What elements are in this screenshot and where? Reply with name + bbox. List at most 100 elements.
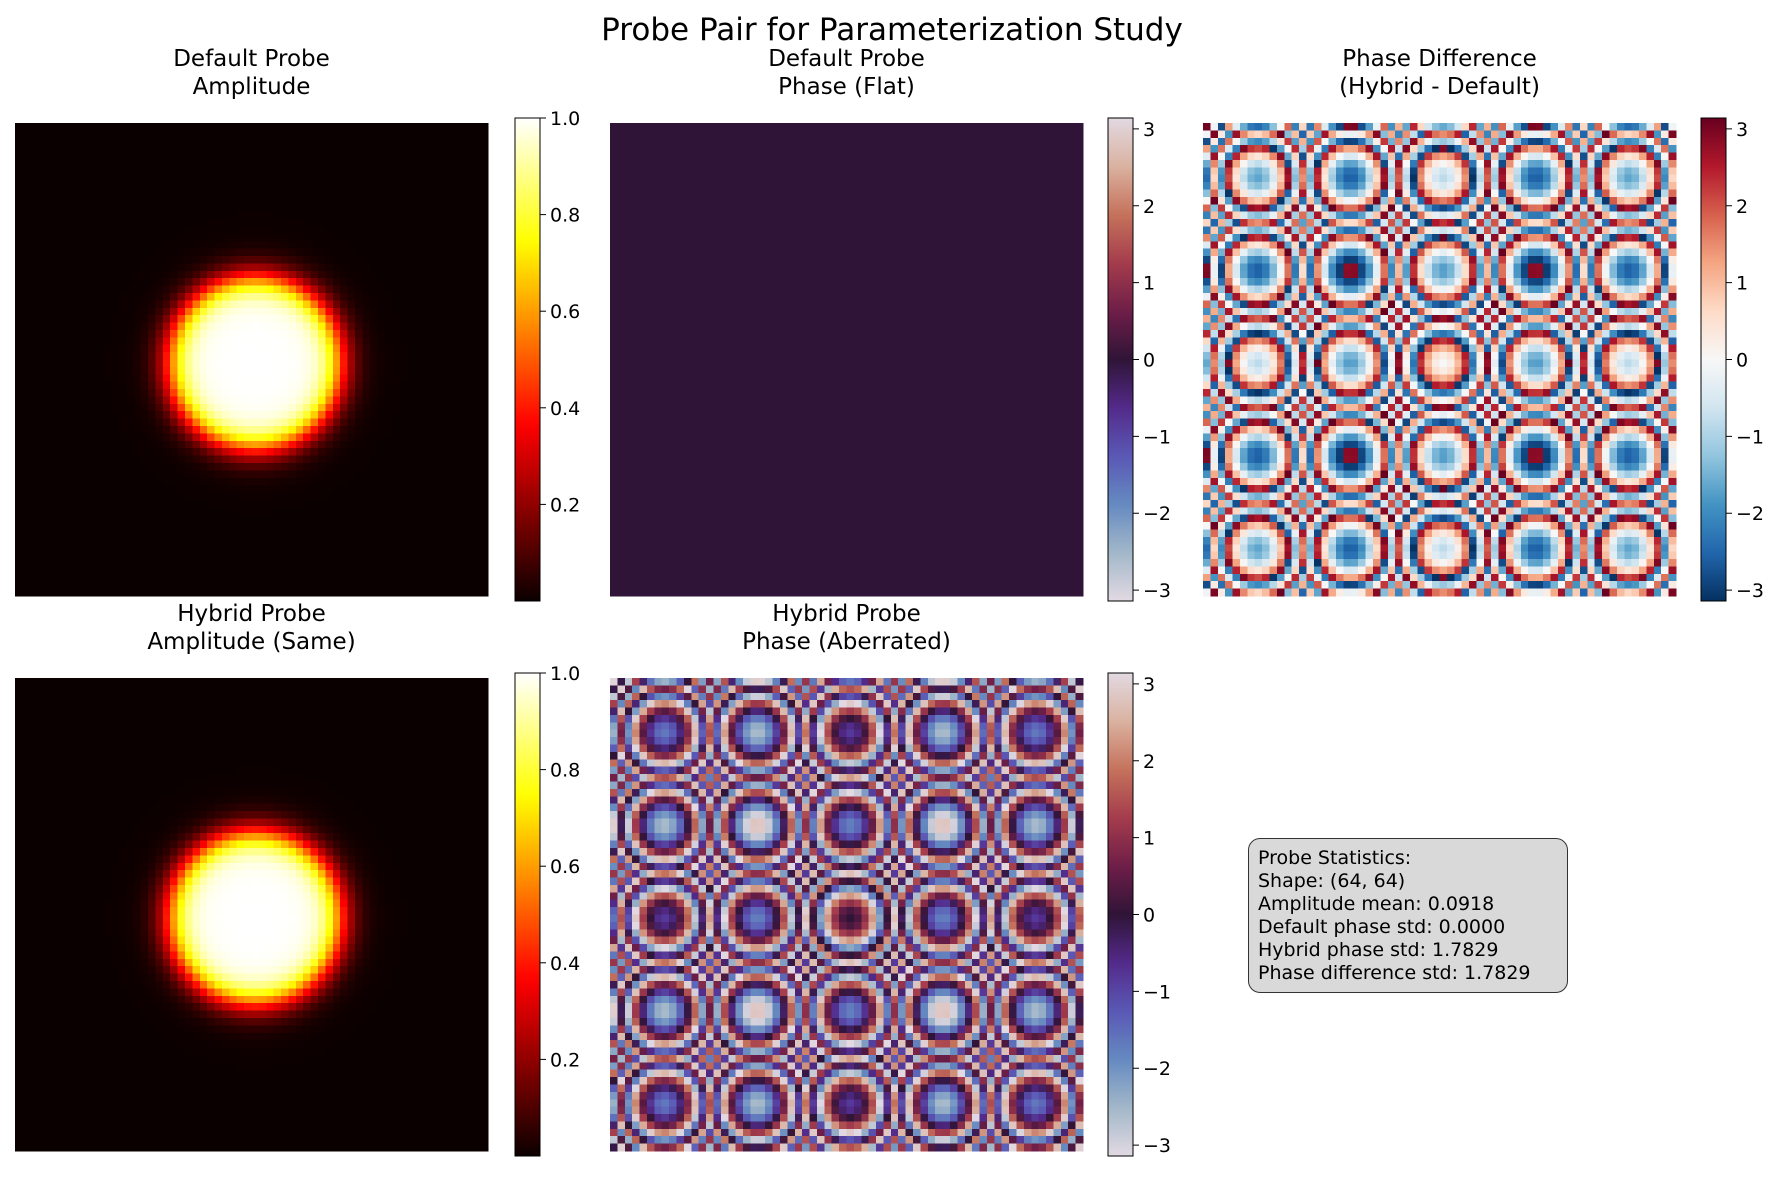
heatmap-cell (377, 159, 385, 168)
heatmap-cell (155, 477, 164, 486)
heatmap-cell (155, 233, 164, 242)
heatmap-cell (22, 536, 31, 545)
heatmap-cell (148, 462, 156, 471)
heatmap-cell (399, 514, 408, 523)
heatmap-cell (295, 389, 304, 397)
heatmap-cell (140, 507, 149, 516)
heatmap-cell (199, 477, 208, 486)
heatmap-cell (295, 352, 304, 360)
heatmap-cell (399, 315, 408, 323)
heatmap-cell (347, 219, 356, 227)
heatmap-cell (140, 344, 149, 353)
heatmap-cell (88, 241, 97, 250)
heatmap-cell (125, 137, 134, 146)
heatmap-cell (15, 403, 23, 412)
heatmap-cell (155, 241, 164, 250)
heatmap-cell (199, 137, 208, 146)
heatmap-cell (473, 145, 482, 153)
heatmap-cell (44, 396, 53, 405)
heatmap-cell (170, 278, 178, 286)
heatmap-cell (51, 123, 60, 131)
heatmap-cell (1038, 204, 1047, 213)
heatmap-cell (465, 418, 474, 427)
heatmap-cell (96, 455, 105, 464)
heatmap-cell (332, 337, 341, 346)
heatmap-cell (369, 300, 378, 309)
heatmap-cell (340, 241, 348, 250)
heatmap-cell (332, 374, 341, 383)
heatmap-cell (458, 211, 467, 220)
heatmap-cell (458, 529, 467, 538)
heatmap-cell (994, 137, 1003, 146)
heatmap-cell (332, 256, 341, 264)
heatmap-cell (192, 573, 201, 582)
heatmap-cell (465, 492, 474, 501)
heatmap-cell (236, 455, 245, 464)
heatmap-cell (458, 278, 467, 286)
heatmap-cell (37, 137, 45, 146)
heatmap-cell (74, 145, 82, 153)
heatmap-cell (22, 152, 31, 161)
heatmap-cell (698, 219, 707, 227)
heatmap-cell (148, 536, 156, 545)
heatmap-cell (66, 137, 75, 146)
heatmap-cell (236, 559, 245, 567)
heatmap-cell (96, 581, 105, 590)
heatmap-cell (74, 536, 82, 545)
heatmap-cell (236, 426, 245, 434)
heatmap-cell (192, 411, 201, 420)
heatmap-cell (273, 389, 282, 397)
heatmap-cell (451, 152, 459, 161)
heatmap-cell (103, 196, 112, 205)
heatmap-cell (414, 174, 422, 183)
heatmap-cell (66, 381, 75, 390)
heatmap-cell (15, 374, 23, 383)
heatmap-cell (414, 329, 422, 338)
heatmap-cell (414, 278, 422, 286)
heatmap-cell (913, 189, 921, 198)
heatmap-cell (184, 322, 193, 331)
heatmap-cell (59, 285, 68, 294)
heatmap-cell (15, 344, 23, 353)
heatmap-cell (414, 292, 422, 301)
heatmap-cell (443, 507, 452, 516)
heatmap-cell (29, 292, 38, 301)
heatmap-cell (288, 566, 297, 575)
heatmap-cell (44, 529, 53, 538)
heatmap-cell (214, 263, 223, 272)
heatmap-cell (37, 389, 45, 397)
heatmap-cell (750, 159, 759, 168)
heatmap-cell (384, 233, 393, 242)
heatmap-cell (347, 315, 356, 323)
heatmap-cell (266, 581, 275, 590)
heatmap-cell (15, 529, 23, 538)
heatmap-cell (436, 418, 445, 427)
heatmap-cell (192, 426, 201, 434)
heatmap-cell (369, 411, 378, 420)
heatmap-cell (192, 522, 201, 530)
heatmap-cell (443, 514, 452, 523)
heatmap-cell (236, 485, 245, 493)
heatmap-cell (88, 337, 97, 346)
heatmap-cell (303, 462, 312, 471)
heatmap-cell (29, 455, 38, 464)
heatmap-cell (229, 411, 238, 420)
heatmap-cell (443, 167, 452, 176)
heatmap-cell (303, 440, 312, 449)
heatmap-cell (480, 477, 489, 486)
heatmap-cell (221, 152, 230, 161)
heatmap-cell (706, 130, 714, 139)
heatmap-cell (96, 485, 105, 493)
heatmap-cell (258, 278, 267, 286)
heatmap-cell (443, 389, 452, 397)
heatmap-cell (354, 159, 363, 168)
heatmap-cell (125, 411, 134, 420)
heatmap-cell (140, 536, 149, 545)
heatmap-cell (354, 455, 363, 464)
heatmap-cell (743, 145, 751, 153)
heatmap-cell (29, 263, 38, 272)
heatmap-cell (221, 551, 230, 560)
heatmap-cell (1060, 159, 1069, 168)
heatmap-cell (273, 470, 282, 479)
heatmap-cell (221, 145, 230, 153)
